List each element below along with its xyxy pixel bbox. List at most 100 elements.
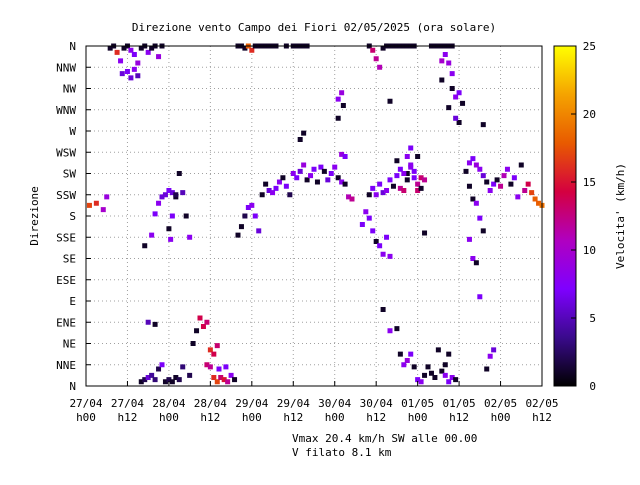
data-point (180, 364, 186, 370)
data-point (349, 196, 355, 202)
data-point (86, 202, 92, 208)
data-point (145, 49, 151, 55)
data-point (204, 319, 210, 325)
data-point (504, 166, 510, 172)
data-point (422, 230, 428, 236)
data-point (216, 366, 222, 372)
data-point (415, 181, 421, 187)
data-point (380, 251, 386, 257)
data-point (449, 375, 455, 380)
data-point (370, 47, 376, 53)
data-point (466, 183, 472, 189)
x-tick-hour: h00 (159, 411, 179, 424)
data-point (442, 362, 448, 368)
data-point (408, 164, 414, 170)
data-point (359, 222, 365, 227)
data-point (422, 372, 428, 378)
data-point (93, 200, 99, 206)
data-point (394, 173, 400, 179)
data-point (466, 236, 472, 242)
data-point (152, 211, 158, 217)
data-point (366, 192, 372, 198)
y-tick-label: S (69, 210, 76, 223)
data-point (404, 177, 410, 183)
data-point (107, 45, 113, 51)
data-point (297, 168, 303, 174)
data-point (263, 181, 269, 187)
data-point (145, 375, 151, 380)
footer-vmax: Vmax 20.4 km/h SW alle 00.00 (292, 432, 478, 445)
data-point (252, 213, 258, 219)
data-point (473, 200, 479, 206)
x-tick-hour: h12 (118, 411, 138, 424)
data-point (411, 364, 417, 370)
data-point (340, 103, 346, 108)
data-point (525, 181, 531, 187)
data-point (342, 154, 348, 159)
x-tick-hour: h00 (242, 411, 262, 424)
data-point (245, 205, 251, 210)
data-point (176, 377, 182, 383)
colorbar-tick-label: 15 (583, 176, 596, 189)
x-tick-day: 30/04 (318, 397, 351, 410)
data-point (131, 52, 137, 57)
data-point (425, 364, 431, 370)
data-point (422, 177, 428, 183)
x-tick-day: 02/05 (525, 397, 558, 410)
y-tick-label: ENE (56, 316, 76, 329)
grid-layer (86, 46, 542, 386)
data-point (135, 60, 141, 66)
data-point (460, 100, 466, 106)
data-point (301, 130, 307, 136)
data-point (380, 190, 386, 196)
data-point (418, 185, 424, 191)
data-point (477, 294, 483, 300)
data-point (384, 234, 390, 240)
data-point (304, 177, 310, 183)
colorbar-tick-label: 0 (589, 380, 596, 393)
data-point (363, 209, 369, 215)
chart-title: Direzione vento Campo dei Fiori 02/05/20… (132, 21, 496, 34)
data-point (270, 190, 276, 196)
data-point (166, 188, 172, 193)
y-tick-label: N (69, 40, 76, 53)
data-point (473, 162, 479, 168)
colorbar-title: Velocita' (km/h) (614, 163, 627, 269)
data-point (166, 377, 172, 383)
x-tick-hour: h12 (200, 411, 220, 424)
data-point (508, 181, 514, 187)
data-point (401, 171, 407, 176)
data-point (211, 351, 217, 357)
x-tick-day: 01/05 (443, 397, 476, 410)
data-point (470, 156, 476, 162)
data-point (449, 71, 455, 77)
data-point (138, 379, 144, 385)
data-point (335, 115, 341, 121)
y-tick-label: E (69, 295, 76, 308)
data-point (159, 362, 165, 368)
data-point (408, 145, 414, 151)
data-point (297, 137, 303, 142)
data-point (169, 379, 175, 385)
data-point (484, 179, 490, 185)
data-point (187, 234, 193, 240)
data-point (162, 379, 168, 385)
data-point (439, 368, 445, 374)
x-tick-day: 27/04 (111, 397, 144, 410)
data-point (408, 351, 414, 357)
data-point (256, 228, 262, 234)
data-point (183, 213, 189, 219)
data-point (387, 177, 393, 183)
data-point (456, 90, 462, 96)
data-point (442, 372, 448, 378)
data-point (536, 200, 542, 206)
data-point (484, 366, 490, 372)
y-tick-label: NE (63, 338, 76, 351)
x-tick-day: 27/04 (69, 397, 102, 410)
data-point (342, 181, 348, 187)
data-point (418, 175, 424, 181)
data-point (480, 122, 486, 128)
data-point (294, 175, 300, 181)
data-point (301, 162, 307, 168)
data-point (190, 341, 196, 346)
